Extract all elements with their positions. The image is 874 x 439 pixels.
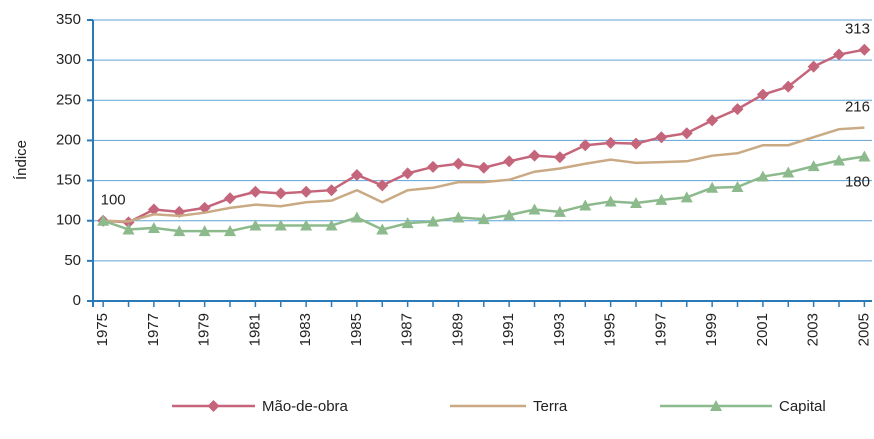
marker	[807, 160, 820, 172]
marker	[528, 203, 541, 215]
value-label: 100	[101, 192, 126, 209]
marker	[477, 213, 490, 225]
series-line	[103, 48, 865, 224]
marker	[325, 184, 338, 197]
x-tick-label: 2001	[754, 313, 771, 346]
marker	[503, 155, 516, 168]
marker	[553, 151, 566, 164]
marker	[147, 221, 160, 233]
series-line	[103, 126, 865, 223]
marker	[756, 170, 769, 182]
marker	[147, 203, 160, 216]
marker	[173, 225, 186, 237]
marker	[224, 192, 237, 205]
x-tick-label: 1977	[145, 313, 162, 346]
x-tick-label: 1989	[449, 313, 466, 346]
x-tick-label: 1975	[94, 313, 111, 346]
x-tick-label: 1997	[652, 313, 669, 346]
marker	[731, 103, 744, 116]
x-tick-label: 1981	[246, 313, 263, 346]
marker	[706, 114, 719, 127]
x-tick-label: 1991	[500, 313, 517, 346]
marker	[477, 161, 490, 174]
x-tick-label: 1983	[297, 313, 314, 346]
marker	[249, 185, 262, 198]
marker	[655, 193, 668, 205]
y-tick-label: 50	[64, 252, 81, 269]
marker	[807, 60, 820, 73]
marker	[756, 88, 769, 101]
marker	[782, 80, 795, 93]
marker	[249, 219, 262, 231]
y-axis-label: Índice	[13, 140, 30, 180]
marker	[579, 139, 592, 152]
marker	[503, 209, 516, 221]
y-tick-label: 100	[56, 212, 81, 229]
marker	[833, 48, 846, 61]
marker	[300, 185, 313, 198]
x-tick-label: 1985	[348, 313, 365, 346]
marker	[122, 223, 135, 235]
marker	[452, 211, 465, 223]
y-tick-label: 250	[56, 91, 81, 108]
marker	[528, 149, 541, 162]
marker	[427, 215, 440, 227]
value-label: 216	[845, 99, 870, 116]
marker	[680, 127, 693, 140]
marker	[350, 211, 363, 223]
marker	[553, 205, 566, 217]
marker	[325, 219, 338, 231]
marker	[680, 191, 693, 203]
marker	[401, 167, 414, 180]
marker	[376, 179, 389, 192]
marker	[604, 195, 617, 207]
marker	[731, 180, 744, 192]
value-label: 180	[845, 173, 870, 190]
marker	[198, 225, 211, 237]
legend-marker	[207, 400, 220, 412]
marker	[604, 136, 617, 149]
x-tick-label: 1993	[551, 313, 568, 346]
marker	[630, 137, 643, 150]
x-tick-label: 2003	[805, 313, 822, 346]
y-tick-label: 200	[56, 131, 81, 148]
y-tick-label: 0	[73, 292, 81, 309]
legend-label: Capital	[779, 398, 826, 415]
y-tick-label: 150	[56, 172, 81, 189]
marker	[858, 43, 871, 56]
marker	[401, 217, 414, 229]
marker	[782, 166, 795, 178]
legend-marker	[710, 400, 722, 411]
marker	[452, 157, 465, 170]
marker	[300, 219, 313, 231]
x-tick-label: 1987	[399, 313, 416, 346]
x-tick-label: 1999	[703, 313, 720, 346]
legend-label: Terra	[533, 398, 568, 415]
x-tick-label: 1979	[196, 313, 213, 346]
x-tick-label: 1995	[602, 313, 619, 346]
marker	[655, 131, 668, 144]
marker	[427, 160, 440, 173]
marker	[858, 150, 871, 162]
legend-label: Mão-de-obra	[262, 398, 349, 415]
marker	[274, 187, 287, 200]
marker	[833, 154, 846, 166]
value-label: 313	[845, 21, 870, 38]
x-tick-label: 2005	[855, 313, 872, 346]
y-tick-label: 300	[56, 51, 81, 68]
marker	[579, 199, 592, 211]
marker	[376, 223, 389, 235]
marker	[274, 219, 287, 231]
y-tick-label: 350	[56, 11, 81, 28]
marker	[224, 225, 237, 237]
marker	[97, 214, 110, 226]
marker	[350, 168, 363, 181]
marker	[630, 197, 643, 209]
marker	[706, 181, 719, 193]
